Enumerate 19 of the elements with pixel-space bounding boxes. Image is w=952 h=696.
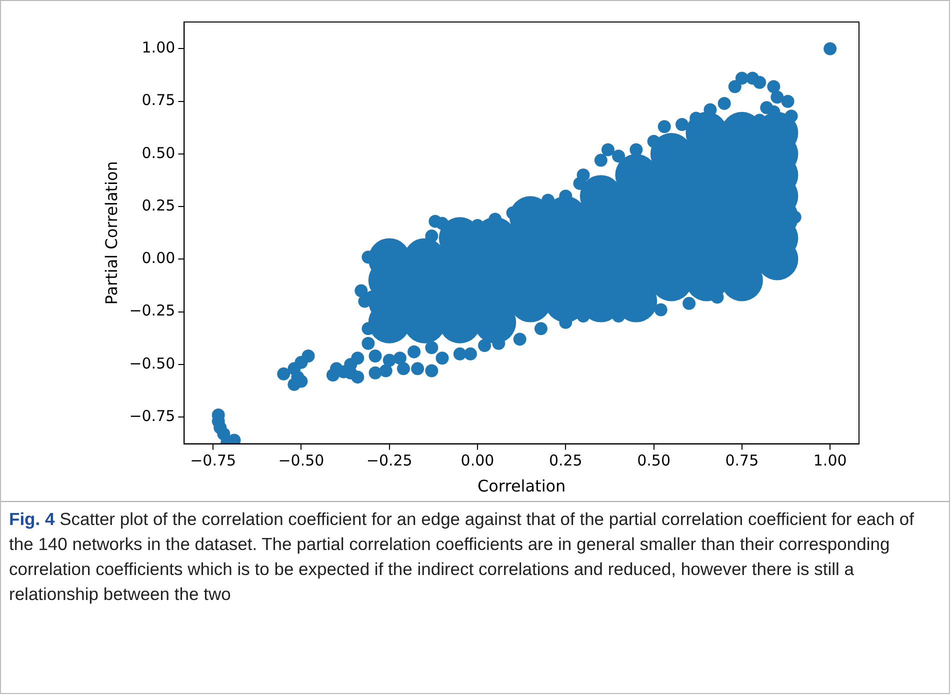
y-tick-label: 0.50 (142, 144, 176, 162)
y-tick-label: 0.25 (142, 196, 176, 214)
y-tick-label: −0.25 (129, 302, 176, 320)
x-tick-label: 0.50 (637, 452, 671, 470)
x-axis-title: Correlation (477, 476, 566, 496)
y-tick-label: 0.75 (142, 91, 176, 110)
x-tick-label: 0.75 (725, 452, 759, 470)
y-tick-label: −0.50 (129, 354, 176, 372)
y-axis-title: Partial Correlation (102, 161, 121, 305)
y-tick-label: 0.00 (142, 249, 176, 268)
x-tick-label: −0.50 (278, 452, 324, 470)
x-tick-label: 0.25 (548, 452, 582, 470)
x-tick-label: −0.25 (366, 452, 412, 470)
x-tick-label: −0.75 (190, 452, 236, 470)
x-tick-label: 1.00 (813, 452, 847, 470)
y-tick-label: 1.00 (142, 38, 176, 57)
y-tick-label: −0.75 (129, 406, 176, 425)
x-tick-label: 0.00 (460, 452, 494, 470)
caption: Fig. 4 Scatter plot of the correlation coefficient for an edge against that of the partial correlation coefficient for each of the 140 networks in the dataset. The partial correlation coefficients are in general smaller than their corresponding correlation coefficients which is to be expected if the indirect correlations and reduced, however there is still a relationship between the two (9, 508, 916, 606)
